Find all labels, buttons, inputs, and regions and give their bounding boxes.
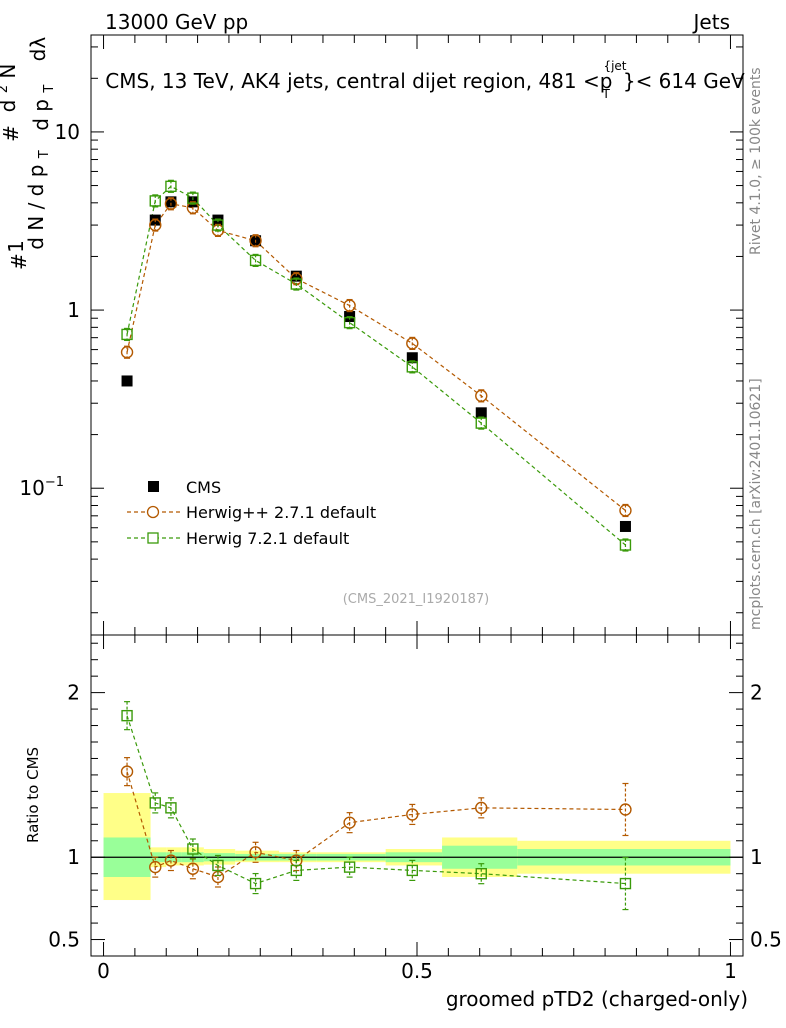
data-point-herwig-2-7-1-default — [343, 816, 356, 829]
legend-label-cms: CMS — [186, 478, 221, 497]
data-point-cms — [406, 352, 418, 364]
main-title-text: CMS, 13 TeV, AK4 jets, central dijet reg… — [105, 69, 612, 93]
data-point-herwig-7-2-1-default — [475, 417, 487, 429]
rivet-label: Rivet 4.1.0, ≥ 100k events — [748, 67, 764, 255]
data-point-herwig-7-2-1-default — [121, 328, 133, 341]
data-point-herwig-7-2-1-default — [165, 180, 177, 193]
data-point-cms — [619, 520, 631, 532]
data-point-herwig-2-7-1-default — [475, 389, 488, 403]
data-point-herwig-7-2-1-default — [343, 861, 356, 873]
ylabel-dpt: d p — [29, 99, 53, 131]
data-point-herwig-7-2-1-default — [212, 859, 224, 872]
data-point-herwig-2-7-1-default — [149, 860, 162, 874]
ylabel-n: N — [0, 64, 20, 79]
ratio-ytick-label-right: 2 — [750, 681, 763, 705]
legend-marker-herwig7 — [147, 532, 159, 544]
data-point-herwig-7-2-1-default — [165, 802, 177, 814]
data-point-cms — [475, 407, 487, 419]
main-ytick-label: 10 — [55, 120, 80, 144]
data-point-herwig-2-7-1-default — [186, 862, 200, 875]
main-series-group — [120, 179, 632, 552]
ratio-xlabel: groomed pTD2 (charged-only) — [446, 987, 748, 1011]
ratio-ytick-label: 0.5 — [48, 928, 80, 952]
ylabel-hash2: # — [0, 125, 23, 142]
watermark: (CMS_2021_I1920187) — [343, 592, 490, 607]
ratio-xtick-label: 0 — [97, 959, 110, 983]
ratio-axes-ticks: 0.5 0.5 1 1 2 2 0 0.5 1 — [48, 635, 782, 983]
data-point-herwig-2-7-1-default — [149, 218, 162, 232]
ylabel-dlambda: dλ — [26, 37, 50, 62]
data-point-herwig-7-2-1-default — [343, 316, 356, 329]
main-axes-ticks: 10−1 1 10 — [19, 35, 743, 635]
data-point-herwig-2-7-1-default — [619, 504, 632, 517]
data-point-herwig-7-2-1-default — [121, 709, 133, 722]
data-point-herwig-7-2-1-default — [249, 254, 262, 267]
ylabel-sub-t2: T — [42, 85, 57, 94]
data-point-herwig-2-7-1-default — [619, 803, 632, 816]
main-title-sub: T — [602, 87, 611, 101]
data-point-herwig-2-7-1-default — [406, 337, 419, 350]
data-point-herwig-2-7-1-default — [164, 197, 178, 210]
data-point-herwig-7-2-1-default — [249, 877, 262, 890]
header-right: Jets — [692, 10, 730, 34]
data-point-cms — [165, 196, 177, 208]
ratio-ytick-label-right: 0.5 — [750, 928, 782, 952]
data-point-herwig-7-2-1-default — [406, 361, 418, 373]
data-point-cms — [121, 375, 133, 387]
legend-marker-herwigpp — [146, 505, 160, 519]
data-point-herwig-7-2-1-default — [212, 219, 224, 231]
header-left: 13000 GeV pp — [105, 10, 248, 34]
main-title: CMS, 13 TeV, AK4 jets, central dijet reg… — [105, 59, 745, 101]
data-point-herwig-7-2-1-default — [475, 867, 487, 880]
ylabel-dndpt: d N / d p — [24, 165, 48, 250]
data-point-herwig-7-2-1-default — [290, 864, 303, 877]
ylabel-hash1: # — [7, 253, 31, 270]
main-title-tail: }< 614 GeV — [623, 69, 745, 93]
mcplots-label: mcplots.cern.ch [arXiv:2401.10621] — [748, 378, 764, 630]
main-panel: 10−1 1 10 CMS, 13 TeV, AK4 jets, central d… — [0, 34, 745, 636]
data-point-herwig-7-2-1-default — [406, 864, 418, 877]
data-point-herwig-7-2-1-default — [187, 843, 199, 855]
ylabel-d: d — [0, 100, 20, 113]
legend: CMS Herwig++ 2.7.1 default Herwig 7.2.1 … — [127, 478, 376, 548]
ratio-series-group — [120, 701, 632, 911]
ratio-ytick-label-right: 1 — [750, 845, 763, 869]
data-point-herwig-2-7-1-default — [406, 808, 419, 821]
ylabel-sup2: 2 — [0, 85, 11, 93]
data-point-herwig-2-7-1-default — [475, 801, 488, 815]
data-point-herwig-7-2-1-default — [149, 195, 161, 207]
ratio-frame — [90, 634, 744, 957]
main-ytick-label: 1 — [67, 298, 80, 322]
data-point-herwig-2-7-1-default — [343, 299, 356, 312]
data-point-herwig-2-7-1-default — [249, 846, 262, 859]
data-point-herwig-7-2-1-default — [187, 192, 199, 204]
main-title-sup: {jet — [603, 59, 626, 73]
legend-marker-cms — [148, 481, 159, 492]
data-point-herwig-7-2-1-default — [619, 877, 632, 890]
ratio-ytick-label: 1 — [67, 845, 80, 869]
main-ylabel-text: # 1 d N / d p T # d p T d 2 N dλ — [0, 37, 58, 270]
series-line-herwig-2-7-1-default — [126, 203, 626, 511]
ratio-ylabel: Ratio to CMS — [24, 747, 42, 843]
data-point-herwig-2-7-1-default — [120, 346, 134, 359]
data-point-herwig-7-2-1-default — [619, 539, 632, 551]
data-point-herwig-2-7-1-default — [164, 854, 178, 867]
data-point-herwig-2-7-1-default — [120, 765, 134, 778]
ratio-panel: 0.5 0.5 1 1 2 2 0 0.5 1 Ratio to CMS groomed pTD… — [24, 634, 782, 1011]
data-point-herwig-7-2-1-default — [149, 797, 161, 809]
legend-label-herwig7: Herwig 7.2.1 default — [186, 529, 349, 548]
ratio-xtick-label: 1 — [724, 959, 737, 983]
data-point-herwig-7-2-1-default — [290, 278, 303, 290]
data-point-herwig-2-7-1-default — [249, 234, 262, 247]
ratio-ytick-label: 2 — [67, 681, 80, 705]
ylabel-sub-t1: T — [37, 150, 52, 159]
ylabel-one: 1 — [4, 240, 28, 253]
data-point-cms — [290, 270, 302, 282]
ratio-xtick-label: 0.5 — [401, 959, 433, 983]
legend-label-herwigpp: Herwig++ 2.7.1 default — [186, 503, 376, 522]
main-ylabel: # 1 d N / d p T # d p T d 2 N dλ — [0, 37, 58, 270]
main-ytick-label: 10−1 — [19, 475, 64, 500]
